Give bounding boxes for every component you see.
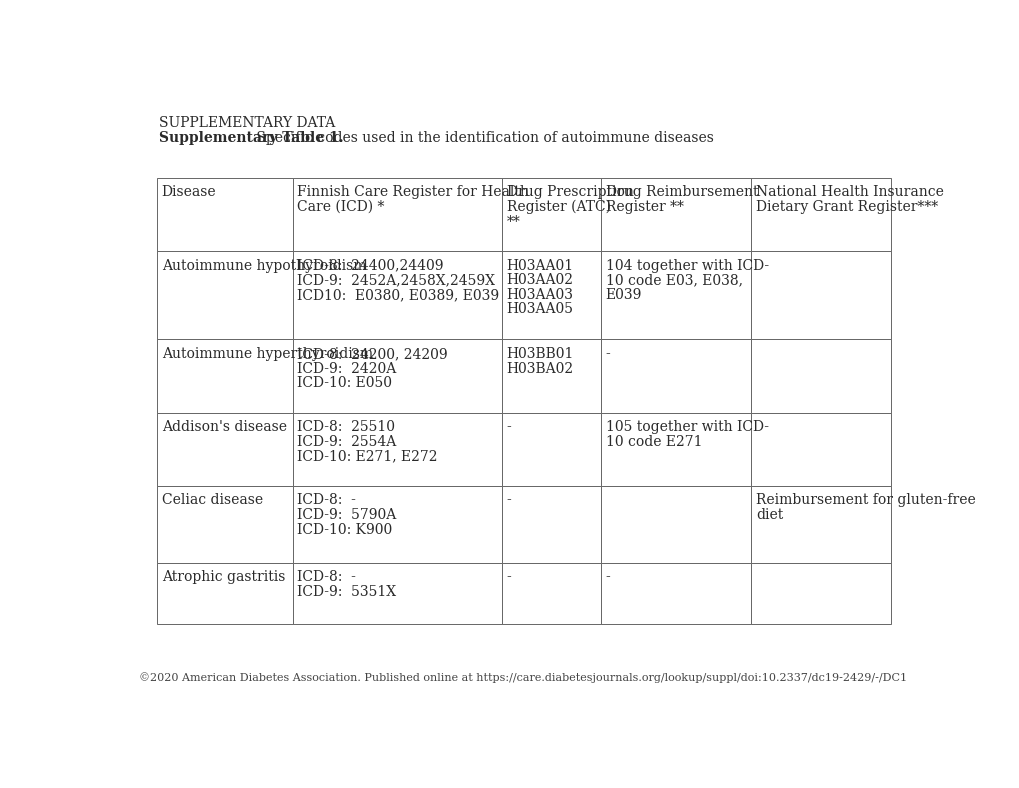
Bar (292, 178, 501, 251)
Text: 104 together with ICD-: 104 together with ICD- (605, 258, 768, 273)
Bar (600, 251, 751, 340)
Text: ICD-9:  2420A: ICD-9: 2420A (298, 362, 396, 376)
Text: Register **: Register ** (605, 200, 683, 214)
Bar (292, 413, 501, 485)
Bar (292, 485, 501, 563)
Text: National Health Insurance: National Health Insurance (755, 185, 943, 199)
Text: H03AA01: H03AA01 (506, 258, 573, 273)
Text: -: - (506, 493, 511, 507)
Text: H03BA02: H03BA02 (506, 362, 573, 376)
Bar (157, 251, 292, 340)
Bar (157, 178, 292, 251)
Text: ICD-8:  25510: ICD-8: 25510 (298, 420, 395, 434)
Bar (751, 178, 890, 251)
Text: H03AA05: H03AA05 (506, 303, 573, 317)
Text: Supplementary Table 1.: Supplementary Table 1. (159, 131, 343, 145)
Bar (600, 485, 751, 563)
Text: ICD-8:  24200, 24209: ICD-8: 24200, 24209 (298, 348, 447, 361)
Text: -: - (506, 571, 511, 585)
Text: ICD-9:  5790A: ICD-9: 5790A (298, 508, 396, 522)
Text: E039: E039 (605, 288, 641, 302)
Text: Care (ICD) *: Care (ICD) * (298, 200, 384, 214)
Text: Drug Prescription: Drug Prescription (506, 185, 633, 199)
Text: diet: diet (755, 508, 783, 522)
Bar (600, 413, 751, 485)
Text: Autoimmune hypothyroidism: Autoimmune hypothyroidism (161, 258, 366, 273)
Text: H03AA03: H03AA03 (506, 288, 573, 302)
Bar (600, 563, 751, 624)
Text: Disease: Disease (161, 185, 216, 199)
Text: ICD-9:  5351X: ICD-9: 5351X (298, 585, 396, 599)
Text: -: - (506, 420, 511, 434)
Text: ICD-9:  2554A: ICD-9: 2554A (298, 435, 396, 449)
Bar (751, 563, 890, 624)
Bar (157, 563, 292, 624)
Bar (751, 485, 890, 563)
Text: 10 code E271: 10 code E271 (605, 435, 701, 449)
Text: ICD-8:  24400,24409: ICD-8: 24400,24409 (298, 258, 443, 273)
Text: SUPPLEMENTARY DATA: SUPPLEMENTARY DATA (159, 116, 335, 130)
Text: Specific codes used in the identification of autoimmune diseases: Specific codes used in the identificatio… (252, 131, 713, 145)
Text: Finnish Care Register for Health: Finnish Care Register for Health (298, 185, 529, 199)
Text: Autoimmune hyperthyroidism: Autoimmune hyperthyroidism (161, 348, 372, 361)
Text: ICD-10: K900: ICD-10: K900 (298, 522, 392, 537)
Text: Celiac disease: Celiac disease (161, 493, 263, 507)
Text: ICD-10: E271, E272: ICD-10: E271, E272 (298, 449, 437, 463)
Text: Register (ATC): Register (ATC) (506, 200, 610, 214)
Text: -: - (605, 348, 609, 361)
Text: ICD10:  E0380, E0389, E039: ICD10: E0380, E0389, E039 (298, 288, 499, 302)
Bar (292, 563, 501, 624)
Bar (751, 251, 890, 340)
Bar (751, 340, 890, 413)
Bar (501, 251, 600, 340)
Bar (501, 340, 600, 413)
Bar (292, 251, 501, 340)
Bar (501, 485, 600, 563)
Text: ICD-9:  2452A,2458X,2459X: ICD-9: 2452A,2458X,2459X (298, 273, 495, 287)
Bar (751, 413, 890, 485)
Bar (157, 413, 292, 485)
Text: H03AA02: H03AA02 (506, 273, 573, 287)
Text: ©2020 American Diabetes Association. Published online at https://care.diabetesjo: ©2020 American Diabetes Association. Pub… (139, 672, 906, 683)
Bar (600, 340, 751, 413)
Bar (292, 340, 501, 413)
Text: Reimbursement for gluten-free: Reimbursement for gluten-free (755, 493, 975, 507)
Text: -: - (605, 571, 609, 585)
Text: 105 together with ICD-: 105 together with ICD- (605, 420, 768, 434)
Text: ICD-8:  -: ICD-8: - (298, 571, 356, 585)
Text: Atrophic gastritis: Atrophic gastritis (161, 571, 284, 585)
Text: **: ** (506, 214, 520, 229)
Bar (501, 413, 600, 485)
Text: H03BB01: H03BB01 (506, 348, 574, 361)
Bar (501, 563, 600, 624)
Bar (157, 340, 292, 413)
Text: ICD-8:  -: ICD-8: - (298, 493, 356, 507)
Text: Drug Reimbursement: Drug Reimbursement (605, 185, 757, 199)
Bar (157, 485, 292, 563)
Text: Dietary Grant Register***: Dietary Grant Register*** (755, 200, 937, 214)
Text: ICD-10: E050: ICD-10: E050 (298, 377, 392, 390)
Text: 10 code E03, E038,: 10 code E03, E038, (605, 273, 742, 287)
Bar (600, 178, 751, 251)
Bar (501, 178, 600, 251)
Text: Addison's disease: Addison's disease (161, 420, 286, 434)
